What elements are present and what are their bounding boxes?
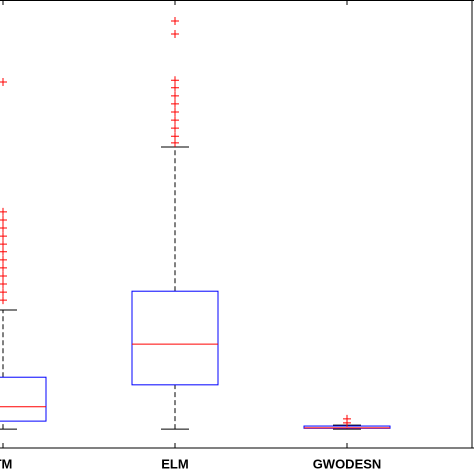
outlier: [171, 124, 179, 133]
outlier: [171, 76, 179, 85]
outlier: [0, 215, 7, 224]
outlier: [0, 224, 7, 233]
outlier: [0, 207, 7, 216]
outlier: [171, 138, 179, 147]
outlier: [171, 108, 179, 116]
outlier: [0, 263, 7, 272]
outlier: [0, 77, 7, 86]
outlier: [0, 296, 7, 305]
x-tick-label: GWODESN: [313, 456, 382, 471]
box: [131, 290, 219, 386]
outlier: [0, 232, 7, 241]
outlier: [343, 418, 351, 427]
outlier: [0, 247, 7, 256]
outlier: [171, 83, 179, 92]
outlier: [171, 116, 179, 125]
outlier: [0, 255, 7, 264]
outlier: [171, 30, 179, 39]
box: [0, 376, 47, 422]
outlier: [171, 17, 179, 26]
outlier: [0, 280, 7, 289]
x-tick-label: ELM: [161, 456, 188, 471]
outlier: [171, 91, 179, 100]
outlier: [0, 271, 7, 280]
x-tick-label: TM: [0, 456, 12, 471]
outlier: [0, 240, 7, 249]
outlier: [0, 288, 7, 297]
outlier: [171, 132, 179, 141]
outlier: [171, 99, 179, 108]
